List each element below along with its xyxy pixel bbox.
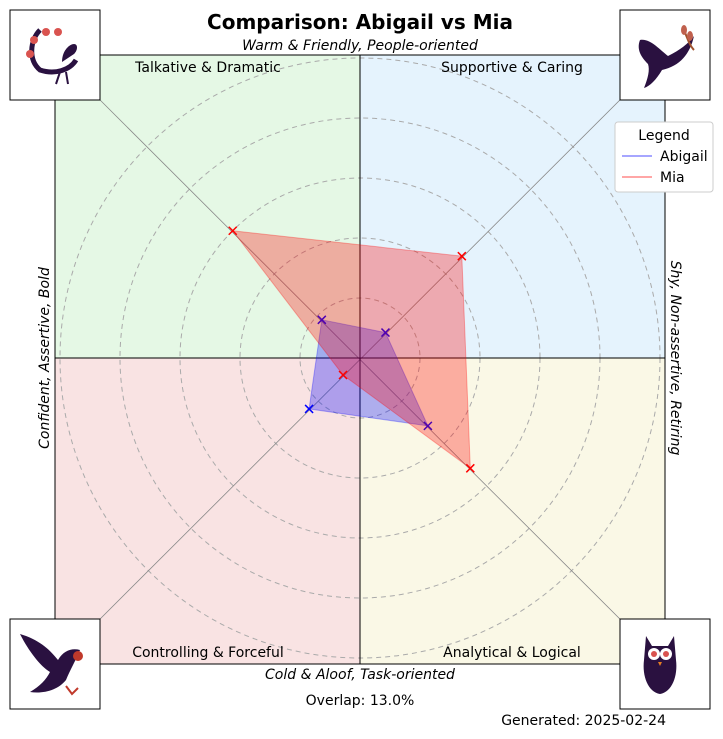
overlap-text: Overlap: 13.0% (306, 693, 415, 709)
axis-label-bottom: Cold & Aloof, Task-oriented (265, 667, 455, 683)
plot-frame (54, 54, 666, 665)
quadrant-label-talkative-dramatic: Talkative & Dramatic (134, 60, 281, 76)
data-point-abigail-2 (304, 404, 314, 414)
quadrant-label-controlling-forceful: Controlling & Forceful (132, 645, 284, 661)
axis-label-right: Shy, Non-assertive, Retiring (667, 261, 683, 456)
data-point-abigail-3 (423, 421, 433, 431)
legend: Legend Abigail Mia (614, 121, 714, 193)
peacock-icon (9, 9, 101, 101)
data-point-mia-0 (457, 251, 467, 261)
chart-title: Comparison: Abigail vs Mia (207, 10, 513, 34)
data-point-mia-1 (228, 226, 238, 236)
eagle-icon (9, 618, 101, 710)
legend-label-abigail: Abigail (660, 149, 708, 165)
quadrant-label-supportive-caring: Supportive & Caring (441, 60, 583, 76)
generated-text: Generated: 2025-02-24 (501, 713, 666, 729)
dove-icon (619, 9, 711, 101)
axis-label-top: Warm & Friendly, People-oriented (242, 38, 478, 54)
legend-label-mia: Mia (660, 170, 685, 186)
axis-label-left: Confident, Assertive, Bold (37, 267, 53, 449)
data-point-mia-2 (338, 370, 348, 380)
data-point-abigail-0 (380, 328, 390, 338)
data-point-abigail-1 (317, 315, 327, 325)
owl-icon (619, 618, 711, 710)
series-layer (228, 226, 475, 473)
quadrant-label-analytical-logical: Analytical & Logical (443, 645, 581, 661)
legend-title: Legend (638, 128, 689, 144)
data-point-mia-3 (465, 463, 475, 473)
